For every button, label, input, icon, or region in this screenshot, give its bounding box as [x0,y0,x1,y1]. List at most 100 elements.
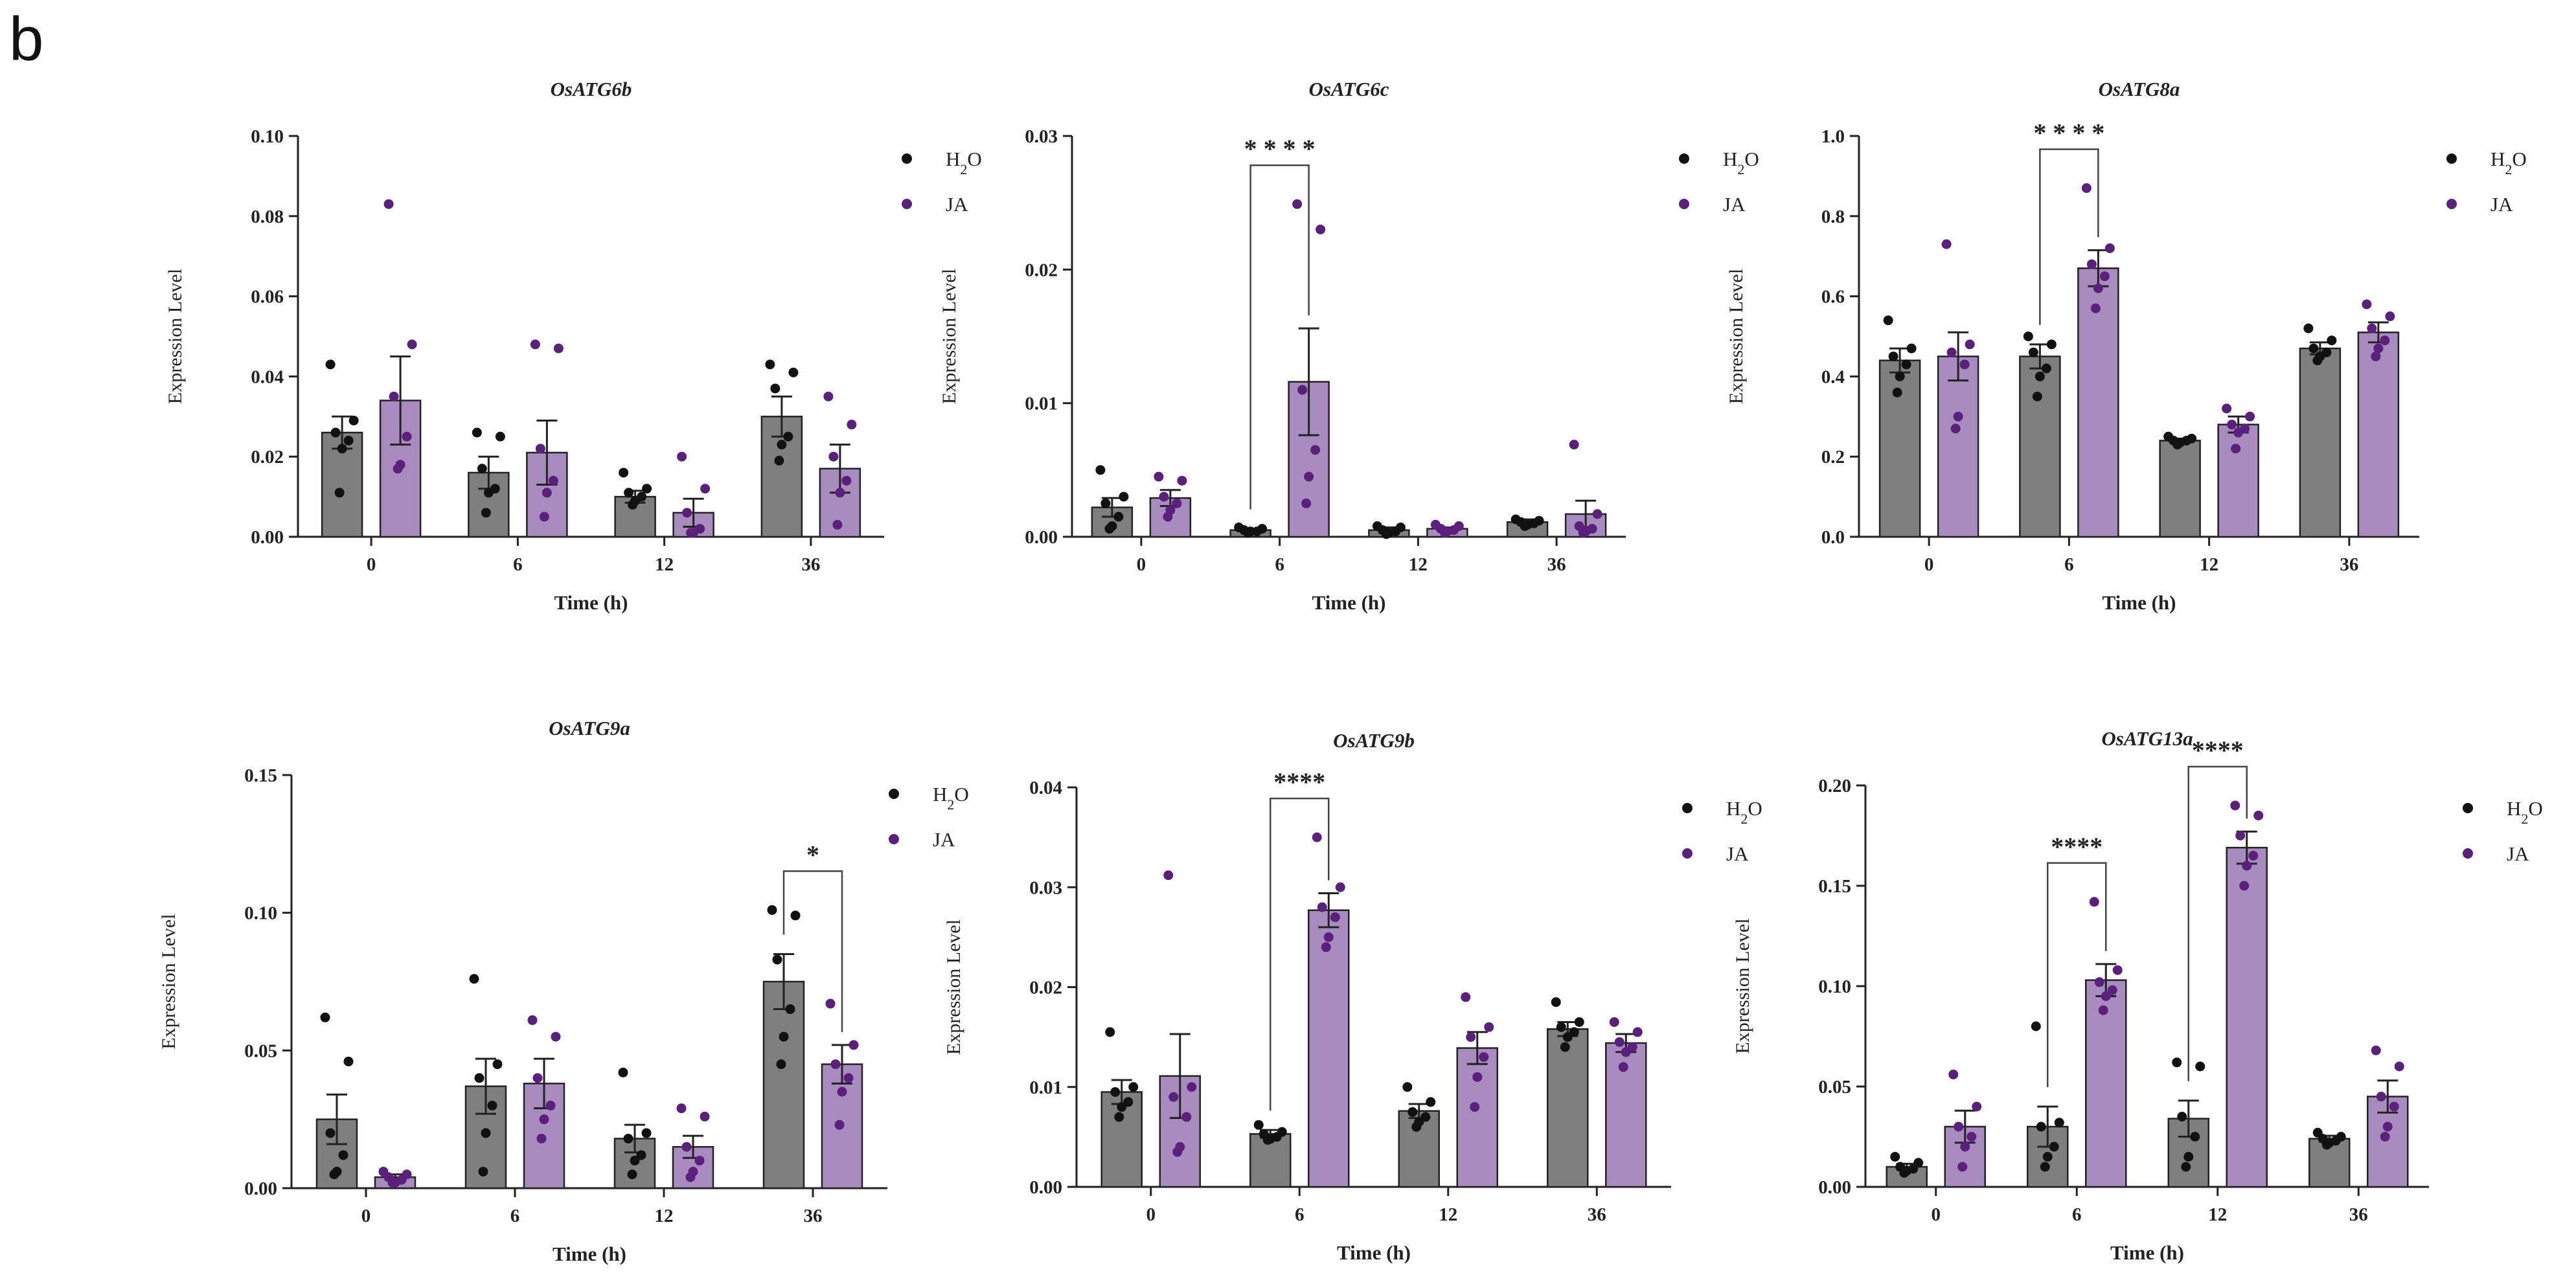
data-point [1304,471,1314,482]
data-point [1187,1082,1197,1092]
bar-JA-12 [1456,1047,1498,1188]
data-point [1941,239,1952,249]
data-point [832,519,843,530]
data-point [1408,1107,1418,1117]
data-point [329,1169,339,1180]
legend-marker [1679,199,1689,209]
data-point [1168,1092,1179,1102]
data-point [2327,335,2337,346]
data-point [535,444,545,454]
data-point [474,1073,484,1083]
data-point [835,488,845,498]
bar-JA-6 [2077,267,2119,538]
legend-marker [2463,848,2473,859]
data-point [2380,335,2390,346]
data-point [469,974,479,984]
data-point [636,1150,646,1160]
data-point [545,1100,556,1110]
data-point [541,488,552,498]
data-point [1426,1097,1436,1107]
data-point [2035,371,2045,381]
legend-label: H2O [2507,797,2543,827]
chart-panel-OsATG9a: OsATG9a 0.00 0.05 0.10 0.15 Expression Level T… [158,717,969,1265]
data-point [2090,303,2101,313]
bar-H2O-36 [762,980,805,1189]
bar-H2O-36 [2299,347,2342,538]
data-point [1113,512,1124,522]
x-tick-label: 0 [1146,1204,1156,1225]
chart-panel-OsATG6c: OsATG6c 0.00 0.01 0.02 0.03 Expression Level T… [939,78,1759,614]
y-axis-label: Expression Level [939,269,960,404]
data-point [2172,1057,2182,1068]
data-point [389,391,399,401]
y-tick-label: 0.00 [244,1178,277,1199]
data-point [2042,1152,2053,1162]
data-point [1262,1135,1273,1145]
significance-label: * * * * [1244,134,1316,163]
data-point [2382,1121,2393,1132]
data-point [694,1155,705,1166]
y-tick-label: 0.15 [1818,876,1851,897]
x-tick-label: 12 [1439,1204,1457,1225]
data-point [779,1031,789,1042]
data-point [2394,1061,2404,1072]
data-point [1960,1142,1970,1152]
x-tick-label: 0 [367,554,376,575]
legend-marker [902,153,912,164]
data-point [623,1133,633,1143]
data-point [2086,259,2097,269]
data-point [2040,1162,2050,1172]
data-point [1316,224,1326,234]
data-point [1901,359,1911,370]
x-tick-label: 6 [513,554,523,575]
y-tick-label: 0.04 [1029,778,1062,798]
data-point [393,464,403,474]
data-point [770,383,781,394]
bar-JA-12 [2226,846,2268,1188]
y-axis-label: Expression Level [943,919,964,1055]
bar-H2O-0 [1878,359,1921,538]
data-point [1317,902,1327,912]
legend-marker [889,834,899,844]
data-point [330,427,341,438]
data-point [2245,411,2255,422]
data-point [1243,528,1253,538]
y-tick-label: 0.05 [244,1041,277,1061]
y-tick-label: 0.15 [244,765,277,786]
data-point [2031,1021,2041,1031]
y-tick-label: 0.00 [1818,1177,1851,1198]
x-tick-label: 0 [1137,554,1146,575]
x-axis-label: Time (h) [2103,591,2176,614]
data-point [2321,1140,2332,1150]
x-tick-label: 36 [2340,554,2358,575]
data-point [1177,475,1187,486]
data-point [2389,1101,2399,1112]
data-point [1906,343,1917,354]
data-point [1890,1152,1900,1162]
data-point [2101,991,2111,1001]
data-point [2054,1118,2064,1128]
x-tick-label: 12 [1409,554,1428,575]
data-point [830,1059,841,1070]
legend-marker [2446,199,2457,209]
data-point [2093,283,2103,293]
data-point [2023,332,2033,341]
data-point [487,1100,497,1110]
chart-title: OsATG6c [1309,78,1389,100]
data-point [2371,1045,2381,1055]
data-point [2367,323,2377,333]
data-point [1335,882,1345,892]
data-point [553,343,564,354]
data-point [539,1114,549,1125]
data-point [1466,1032,1476,1042]
data-point [785,1004,795,1015]
data-point [1105,1027,1115,1037]
data-point [1110,1087,1121,1097]
data-point [2081,183,2092,193]
data-point [1551,997,1561,1008]
legend-label: JA [2491,193,2513,216]
legend-label: H2O [1723,148,1759,177]
data-point [1888,351,1898,361]
data-point [2112,965,2123,975]
